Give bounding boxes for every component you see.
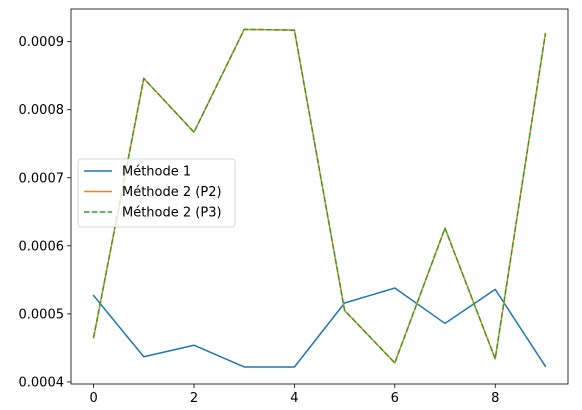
legend-label: Méthode 2 (P3) [122,206,222,221]
axes: 0 2 4 6 8 0.0004 0.0005 0.0006 0.0007 0.0008 0.000… [19,8,569,406]
x-tick-label: 8 [491,391,499,406]
x-tick-label: 2 [190,391,198,406]
y-tick-label: 0.0009 [19,35,65,50]
y-tick-label: 0.0006 [19,239,65,254]
x-tick-label: 6 [391,391,399,406]
x-tick-label: 0 [89,391,97,406]
y-tick-label: 0.0007 [19,171,65,186]
y-tick-label: 0.0005 [19,307,65,322]
y-tick-label: 0.0004 [19,375,65,390]
legend: Méthode 1 Méthode 2 (P2) Méthode 2 (P3) [77,158,236,228]
legend-label: Méthode 2 (P2) [122,185,222,200]
y-tick-label: 0.0008 [19,103,65,118]
legend-box [77,158,236,228]
series-line-1 [92,287,547,368]
x-tick-label: 4 [290,391,298,406]
series-line-3 [92,28,547,364]
legend-label: Méthode 1 [122,165,191,180]
axes-frame [70,8,569,385]
plot-area [92,28,547,368]
